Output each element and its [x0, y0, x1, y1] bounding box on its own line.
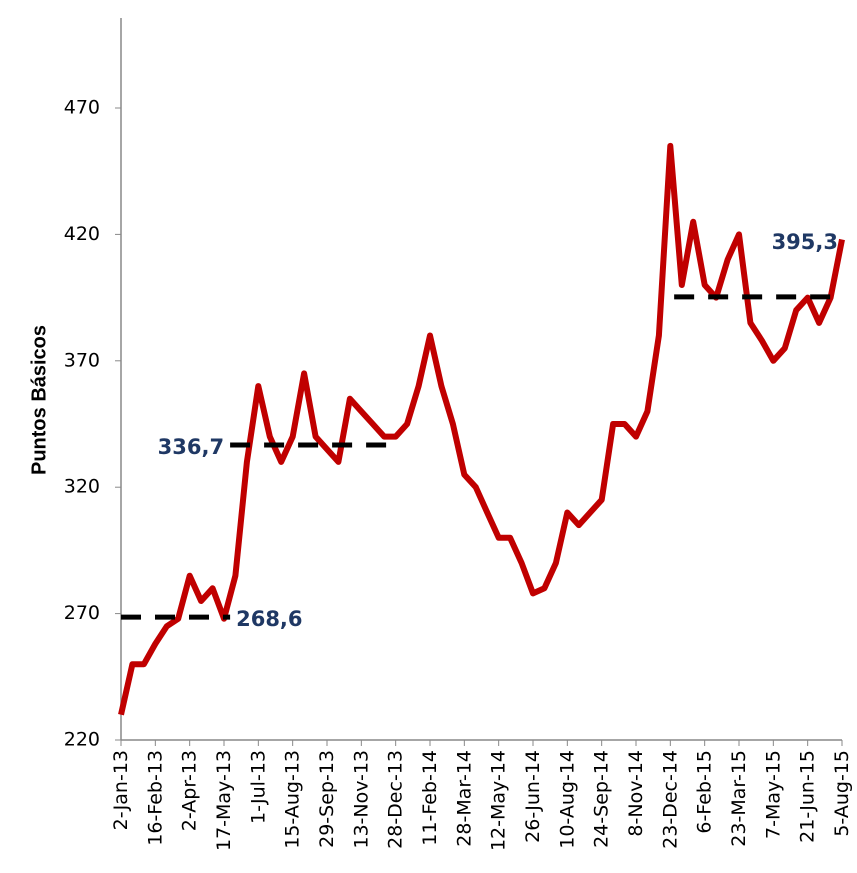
x-tick-label: 11-Feb-14	[419, 750, 441, 846]
data-line	[118, 142, 845, 716]
x-tick-label: 8-Nov-14	[625, 750, 647, 837]
y-tick-label: 470	[64, 97, 100, 119]
x-tick-label: 26-Jun-14	[522, 750, 544, 843]
x-tick-label: 29-Sep-13	[316, 750, 338, 848]
x-tick-label: 10-Aug-14	[556, 750, 578, 849]
y-tick-label: 370	[64, 349, 100, 371]
x-tick-label: 28-Dec-13	[385, 750, 407, 849]
x-tick-label: 6-Feb-15	[694, 750, 716, 834]
x-tick-label: 23-Dec-14	[659, 750, 681, 849]
x-tick-label: 13-Nov-13	[350, 750, 372, 849]
y-axis-label: Puntos Básicos	[28, 325, 50, 475]
x-tick-label: 16-Feb-13	[144, 750, 166, 846]
x-tick-label: 7-May-15	[762, 750, 784, 839]
average-label: 336,7	[158, 435, 224, 459]
average-label: 395,3	[772, 230, 838, 254]
x-tick-label: 21-Jun-15	[797, 750, 819, 843]
x-tick-label: 2-Jan-13	[110, 750, 132, 830]
x-tick-label: 12-May-14	[488, 750, 510, 851]
x-tick-label: 5-Aug-15	[831, 750, 853, 837]
x-tick-label: 24-Sep-14	[591, 750, 613, 848]
x-tick-label: 28-Mar-14	[453, 750, 475, 847]
y-tick-label: 220	[64, 729, 100, 751]
x-tick-label: 2-Apr-13	[179, 750, 201, 831]
x-tick-label: 15-Aug-13	[282, 750, 304, 849]
x-tick-label: 1-Jul-13	[247, 750, 269, 824]
y-tick-label: 420	[64, 223, 100, 245]
average-label: 268,6	[236, 607, 302, 631]
x-tick-label: 23-Mar-15	[728, 750, 750, 847]
x-tick-label: 17-May-13	[213, 750, 235, 851]
y-tick-label: 320	[64, 476, 100, 498]
y-tick-label: 270	[64, 602, 100, 624]
